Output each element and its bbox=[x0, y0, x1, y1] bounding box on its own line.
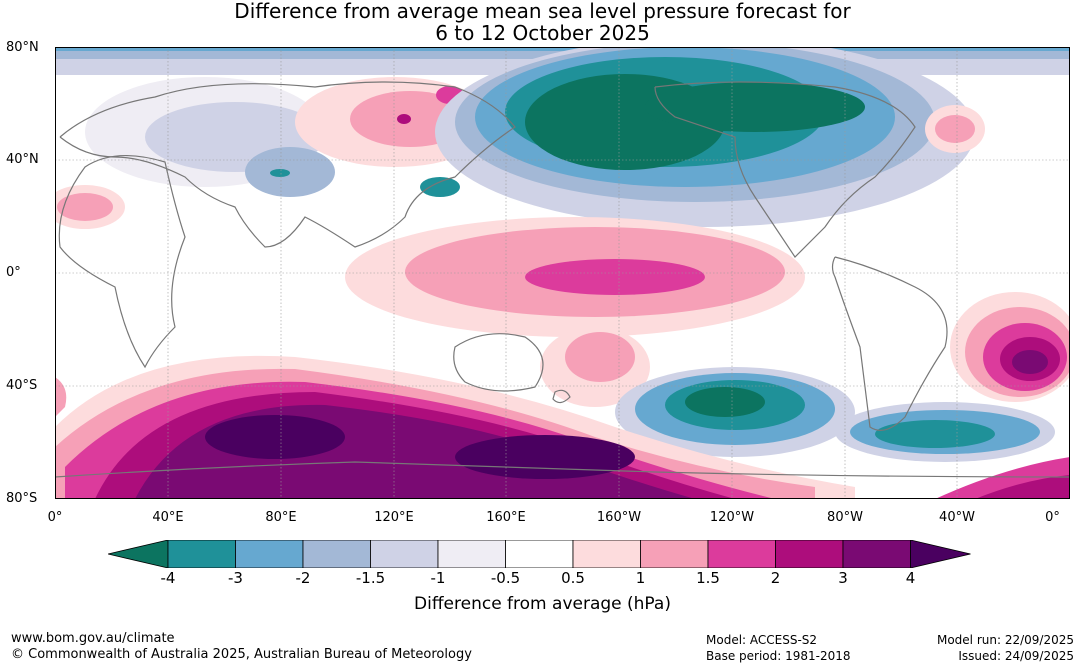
lat-label-40s: 40°S bbox=[6, 378, 38, 393]
lon-label-160w: 160°W bbox=[596, 510, 642, 525]
lon-label-80e: 80°E bbox=[265, 510, 297, 525]
colorbar-tick-label: 2 bbox=[770, 569, 781, 587]
south-pacific-low bbox=[615, 367, 855, 457]
north-pacific-low bbox=[420, 47, 975, 227]
north-atlantic-high-core bbox=[935, 115, 975, 143]
colorbar-tick-label: 1.5 bbox=[696, 569, 720, 587]
lat-label-80n: 80°N bbox=[6, 40, 39, 55]
lat-label-80s: 80°S bbox=[6, 491, 38, 506]
colorbar-segment bbox=[572, 540, 641, 568]
colorbar-tick-label: -3 bbox=[228, 569, 243, 587]
colorbar-segment bbox=[437, 540, 506, 568]
colorbar-tick-label: -2 bbox=[295, 569, 311, 587]
colorbar-segment bbox=[707, 540, 776, 568]
africa-high-core bbox=[57, 193, 113, 221]
colorbar-segment bbox=[775, 540, 844, 568]
tropical-pacific-high bbox=[345, 217, 805, 407]
colorbar-segment-extend-high bbox=[910, 540, 971, 568]
colorbar-segment bbox=[235, 540, 304, 568]
colorbar-tick-label: 4 bbox=[905, 569, 916, 587]
colorbar-tick-label: -4 bbox=[160, 569, 176, 587]
colorbar-tick-label: -1 bbox=[430, 569, 446, 587]
footer-model: Model: ACCESS-S2 bbox=[706, 633, 818, 647]
colorbar-tick-label: -1.5 bbox=[355, 569, 386, 587]
map-title-line2: 6 to 12 October 2025 bbox=[435, 21, 650, 45]
colorbar-tick-label: 0.5 bbox=[561, 569, 585, 587]
colorbar-segment bbox=[640, 540, 709, 568]
colorbar-segment bbox=[842, 540, 911, 568]
lon-label-120e: 120°E bbox=[374, 510, 414, 525]
lon-label-0: 0° bbox=[47, 510, 63, 525]
footer-base-period: Base period: 1981-2018 bbox=[706, 649, 851, 663]
footer-website[interactable]: www.bom.gov.au/climate bbox=[11, 631, 175, 646]
lon-label-0-right: 0° bbox=[1045, 510, 1060, 525]
colorbar-segment bbox=[505, 540, 574, 568]
gridlines bbox=[55, 47, 1070, 499]
colorbar-title: Difference from average (hPa) bbox=[414, 594, 671, 614]
colorbar-segment bbox=[167, 540, 236, 568]
lon-label-40e: 40°E bbox=[152, 510, 184, 525]
south-atlantic-low bbox=[835, 402, 1055, 462]
coastlines bbox=[55, 81, 1070, 478]
south-atlantic-high bbox=[950, 292, 1070, 402]
lat-label-40n: 40°N bbox=[6, 152, 39, 167]
lon-label-80w: 80°W bbox=[827, 510, 863, 525]
pressure-anomaly-map bbox=[55, 47, 1070, 499]
colorbar-tick-label: 3 bbox=[838, 569, 848, 587]
colorbar-tick-label: -0.5 bbox=[490, 569, 521, 587]
map-title-line1: Difference from average mean sea level p… bbox=[234, 0, 851, 23]
footer-model-run: Model run: 22/09/2025 bbox=[936, 633, 1074, 647]
lon-label-120w: 120°W bbox=[709, 510, 755, 525]
colorbar-segment bbox=[302, 540, 371, 568]
colorbar bbox=[108, 540, 971, 568]
lon-label-40w: 40°W bbox=[939, 510, 975, 525]
colorbar-segment bbox=[370, 540, 439, 568]
colorbar-segment-extend-low bbox=[108, 540, 169, 568]
footer-issued: Issued: 24/09/2025 bbox=[958, 649, 1074, 663]
footer-copyright: © Commonwealth of Australia 2025, Austra… bbox=[11, 647, 472, 662]
colorbar-tick-label: 1 bbox=[635, 569, 646, 587]
lon-label-160e: 160°E bbox=[486, 510, 526, 525]
central-asia-low bbox=[85, 77, 335, 197]
lat-label-0: 0° bbox=[6, 265, 21, 280]
